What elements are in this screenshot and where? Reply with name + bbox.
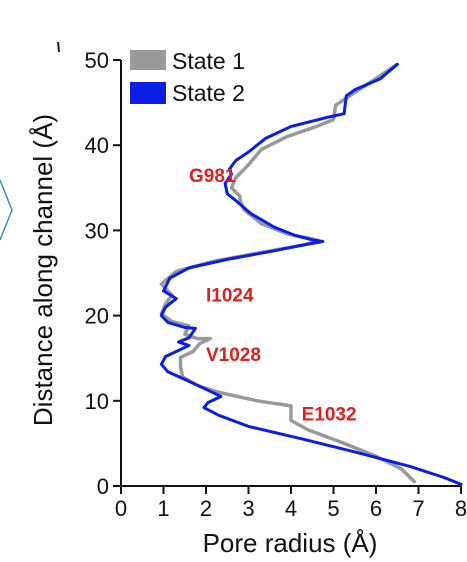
y-tick-label: 30 [85,218,109,243]
x-tick-label: 6 [370,496,382,521]
annotation-layer: G981 I1024 V1028 E1032 [189,166,357,426]
cropped-figure-edge [0,179,13,241]
annotation-v1028: V1028 [206,345,261,366]
x-axis: 0 1 2 3 4 5 6 7 8 Pore radius (Å) [115,485,467,558]
series-layer [159,62,463,486]
cropped-ylabel-fragment [57,41,60,53]
x-tick-label: 5 [327,496,339,521]
y-axis-title: Distance along channel (Å) [28,114,58,426]
x-tick-label: 8 [455,496,467,521]
y-tick-label: 10 [85,389,109,414]
legend-swatch-state-1 [130,50,166,70]
annotation-i1024: I1024 [206,285,254,306]
x-tick-label: 2 [200,496,212,521]
annotation-e1032: E1032 [302,405,357,426]
y-ticks: 0 10 20 30 40 50 [85,48,121,499]
legend-label-state-1: State 1 [172,48,245,74]
legend-label-state-2: State 2 [172,80,245,106]
x-ticks: 0 1 2 3 4 5 6 7 8 [115,486,467,521]
x-axis-title: Pore radius (Å) [203,528,378,558]
y-axis: 0 10 20 30 40 50 Distance along channel (Å) [28,48,122,499]
y-tick-label: 0 [97,474,109,499]
legend-swatch-state-2 [130,82,166,104]
legend: State 1 State 2 [130,48,245,106]
y-tick-label: 50 [85,48,109,73]
y-tick-label: 40 [85,133,109,158]
x-tick-label: 1 [157,496,169,521]
annotation-g981: G981 [189,166,236,187]
x-tick-label: 0 [115,496,127,521]
x-tick-label: 4 [285,496,297,521]
series-line-state-2 [159,62,463,486]
x-tick-label: 3 [242,496,254,521]
y-tick-label: 20 [85,304,109,329]
x-tick-label: 7 [412,496,424,521]
